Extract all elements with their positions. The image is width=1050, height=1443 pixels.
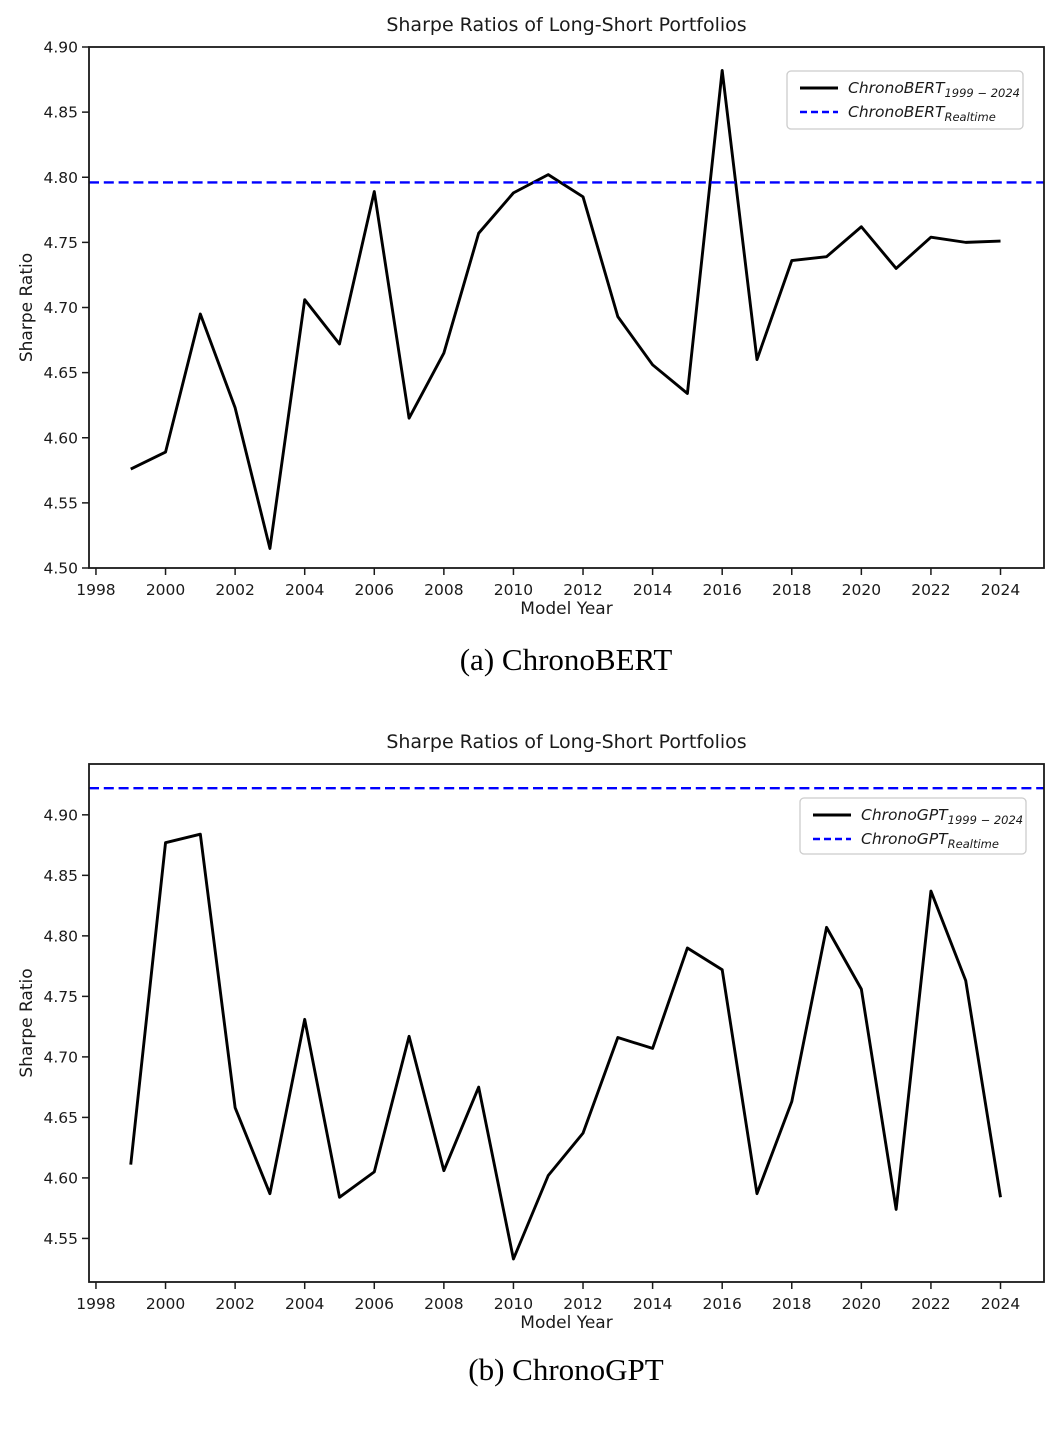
y-tick-label: 4.90 (43, 806, 78, 824)
x-tick-label: 2024 (981, 581, 1020, 599)
caption-b-chronogpt: (b) ChronoGPT (468, 1352, 664, 1387)
x-axis-label: Model Year (520, 599, 612, 619)
caption-a-chronobert: (a) ChronoBERT (459, 642, 673, 677)
x-tick-label: 2002 (215, 581, 254, 599)
legend-box (799, 797, 1027, 855)
y-axis-label: Sharpe Ratio (17, 253, 37, 362)
x-tick-label: 2018 (772, 581, 811, 599)
x-tick-label: 2014 (633, 581, 672, 599)
x-tick-label: 1998 (76, 581, 115, 599)
y-tick-label: 4.50 (43, 560, 78, 578)
x-tick-label: 2000 (146, 1295, 185, 1313)
plot-spines (88, 46, 1045, 569)
x-tick-label: 2004 (285, 1295, 324, 1313)
chart-a-sharpe-ratios-chronobert: Sharpe Ratios of Long-Short Portfolios Mo… (17, 14, 1045, 619)
x-tick-label: 2012 (563, 581, 602, 599)
y-tick-label: 4.80 (43, 169, 78, 187)
chart-title: Sharpe Ratios of Long-Short Portfolios (386, 14, 746, 36)
x-tick-label: 2024 (981, 1295, 1020, 1313)
x-tick-label: 2002 (215, 1295, 254, 1313)
x-tick-label: 2006 (355, 1295, 394, 1313)
y-tick-label: 4.70 (43, 299, 78, 317)
x-tick-label: 2018 (772, 1295, 811, 1313)
x-tick-label: 2004 (285, 581, 324, 599)
series-line (129, 832, 1002, 1261)
y-tick-label: 4.65 (43, 364, 78, 382)
x-tick-label: 2020 (842, 1295, 881, 1313)
x-tick-label: 1998 (76, 1295, 115, 1313)
x-tick-label: 2012 (563, 1295, 602, 1313)
chart-title: Sharpe Ratios of Long-Short Portfolios (386, 731, 746, 753)
x-tick-label: 2010 (494, 581, 533, 599)
legend-box (786, 70, 1024, 130)
x-tick-label: 2000 (146, 581, 185, 599)
x-tick-label: 2022 (911, 1295, 950, 1313)
y-axis-label: Sharpe Ratio (17, 968, 37, 1077)
x-tick-label: 2016 (702, 581, 741, 599)
y-tick-label: 4.90 (43, 39, 78, 57)
y-tick-label: 4.55 (43, 1230, 78, 1248)
y-tick-label: 4.75 (43, 988, 78, 1006)
y-tick-label: 4.85 (43, 104, 78, 122)
y-tick-label: 4.85 (43, 867, 78, 885)
y-tick-label: 4.75 (43, 234, 78, 252)
x-tick-label: 2022 (911, 581, 950, 599)
x-axis-label: Model Year (520, 1313, 612, 1333)
x-tick-label: 2016 (702, 1295, 741, 1313)
x-tick-label: 2006 (355, 581, 394, 599)
y-tick-label: 4.60 (43, 429, 78, 447)
series-line (130, 68, 1001, 550)
x-tick-label: 2008 (424, 581, 463, 599)
y-tick-label: 4.65 (43, 1109, 78, 1127)
y-tick-label: 4.55 (43, 494, 78, 512)
plot-spines (88, 763, 1045, 1283)
chart-b-sharpe-ratios-chronogpt: Sharpe Ratios of Long-Short Portfolios Mo… (17, 731, 1045, 1333)
x-tick-label: 2008 (424, 1295, 463, 1313)
y-tick-label: 4.70 (43, 1048, 78, 1066)
y-tick-label: 4.60 (43, 1169, 78, 1187)
x-tick-label: 2010 (494, 1295, 533, 1313)
y-tick-label: 4.80 (43, 927, 78, 945)
x-tick-label: 2014 (633, 1295, 672, 1313)
x-tick-label: 2020 (842, 581, 881, 599)
